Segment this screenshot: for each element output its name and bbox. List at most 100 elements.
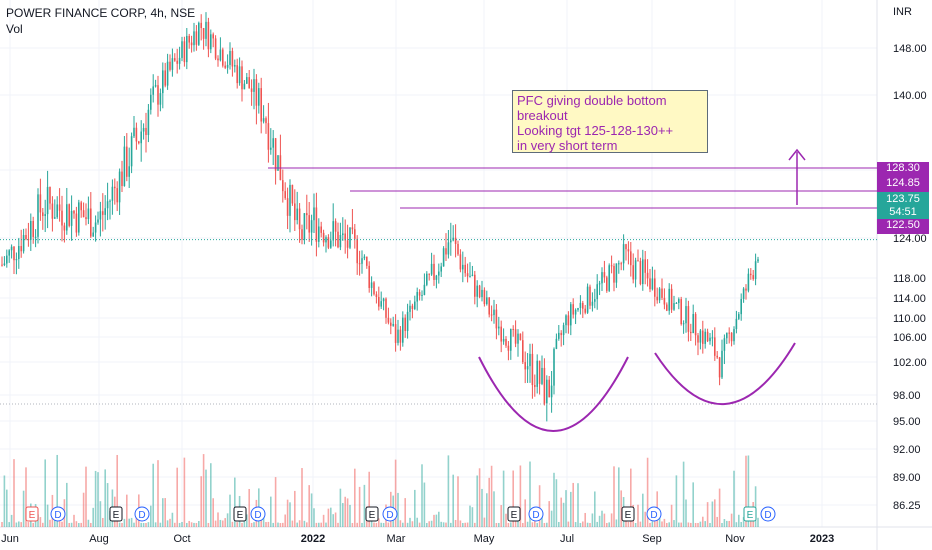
y-tick-label: 86.25 (893, 500, 921, 512)
volume-bar (183, 457, 186, 527)
volume-bar (402, 522, 404, 527)
volume-bar (78, 523, 80, 527)
candle-body (68, 204, 70, 226)
marker-label: E (625, 510, 632, 521)
volume-bar (145, 522, 147, 527)
annotation-note[interactable]: PFC giving double bottom breakout Lookin… (512, 90, 708, 153)
target-arrow-head (788, 148, 806, 161)
volume-bar (678, 522, 680, 527)
volume-bar (718, 488, 721, 527)
candle-body (207, 21, 210, 50)
candle-body (97, 219, 99, 223)
candle-body (426, 273, 428, 285)
marker-label: E (511, 510, 518, 521)
annotation-line: breakout (517, 108, 568, 123)
volume-bar (423, 482, 426, 527)
candle-body (243, 83, 246, 90)
candle-body (634, 260, 637, 280)
volume-bar (565, 490, 567, 527)
candle-body (82, 210, 85, 218)
volume-bar (661, 521, 663, 527)
candle-body (694, 314, 697, 336)
candle-body (150, 94, 152, 110)
candle-body (58, 204, 61, 211)
candle-body (147, 109, 150, 135)
candle-body (106, 201, 109, 209)
candle-body (6, 255, 8, 264)
volume-indicator-label[interactable]: Vol (6, 22, 23, 36)
volume-bar (346, 498, 349, 527)
volume-bar (570, 491, 572, 527)
candle-body (368, 265, 370, 288)
candle-body (483, 289, 486, 305)
volume-bar (454, 519, 457, 527)
candle-body (740, 298, 742, 315)
candle-body (442, 248, 445, 267)
candle-body (54, 217, 56, 219)
candle-body (462, 264, 464, 270)
candle-body (308, 215, 310, 233)
volume-bar (579, 522, 582, 527)
earnings-badge (743, 506, 757, 522)
volume-bar (337, 522, 339, 527)
candle-body (747, 273, 750, 291)
volume-bar (742, 517, 745, 527)
volume-bar (709, 522, 711, 527)
volume-bar (589, 522, 591, 527)
volume-bar (284, 514, 286, 527)
candle-body (142, 127, 145, 132)
volume-bar (673, 520, 675, 527)
volume-bar (123, 518, 126, 527)
earnings-marker-icon: E (365, 506, 379, 522)
candle-body (565, 315, 567, 326)
candle-body (752, 275, 754, 280)
volume-bar (188, 520, 190, 527)
candle-body (610, 265, 613, 267)
marker-label: E (113, 510, 120, 521)
volume-bar (754, 486, 757, 527)
double-bottom-curve-1 (478, 356, 629, 432)
volume-bar (608, 522, 610, 527)
volume-bar (654, 517, 656, 527)
candle-body (464, 264, 466, 274)
volume-bar (73, 514, 75, 527)
dividend-badge (528, 506, 544, 522)
volume-bar (327, 508, 330, 527)
candle-body (656, 296, 658, 301)
candle-body (75, 213, 78, 233)
candle-body (286, 198, 289, 216)
volume-bar (538, 485, 541, 527)
candle-body (138, 141, 140, 144)
candle-body (512, 329, 514, 331)
candle-body (735, 318, 738, 330)
candle-body (178, 57, 181, 64)
candle-body (262, 118, 265, 122)
volume-bar (274, 477, 277, 527)
volume-bar (404, 498, 406, 527)
candle-body (385, 298, 387, 318)
volume-bar (613, 466, 615, 527)
candle-body (505, 338, 507, 346)
volume-bar (536, 522, 538, 527)
candle-body (63, 225, 66, 231)
candle-body (562, 325, 565, 336)
volume-bar (555, 479, 558, 527)
volume-bar (577, 483, 579, 527)
candle-body (392, 324, 394, 326)
candle-body (32, 220, 34, 237)
volume-bar (716, 516, 718, 527)
candle-body (294, 203, 296, 221)
volume-bar (697, 523, 699, 527)
volume-bar (584, 512, 586, 527)
volume-bar (610, 513, 613, 527)
marker-label: D (254, 510, 261, 521)
candle-body (195, 31, 198, 45)
candle-body (289, 184, 291, 216)
volume-bar (6, 489, 8, 527)
candle-body (428, 273, 430, 275)
volume-bar (212, 498, 214, 527)
volume-bar (512, 470, 514, 527)
